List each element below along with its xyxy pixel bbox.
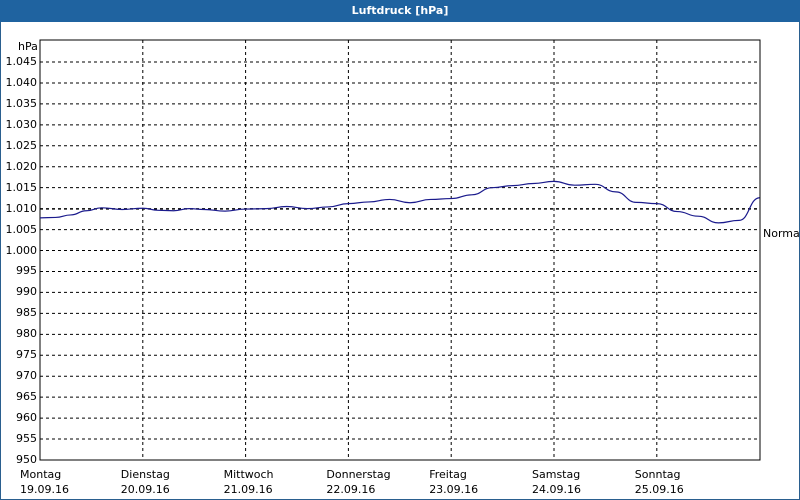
y-tick-label: 1.015 [5,180,38,194]
y-tick-label: 950 [16,453,37,466]
y-tick-label: 1.005 [5,222,38,236]
y-tick-label: 970 [16,369,37,383]
y-tick-label: 955 [16,432,37,446]
chart-title: Luftdruck [hPa] [0,0,800,22]
x-tick-label: Dienstag 20.09.16 [120,468,170,496]
y-tick-label: 1.030 [5,117,38,131]
x-tick-label: Montag 19.09.16 [20,468,69,496]
x-tick-label: Sonntag 25.09.16 [634,468,684,496]
y-tick-label: 1.020 [5,159,38,173]
normal-reference-label: Normal [763,227,800,241]
y-tick-label: 1.045 [5,55,38,68]
y-tick-label: 1.040 [5,75,38,89]
y-tick-label: 995 [16,264,37,278]
y-tick-label: 1.025 [5,138,38,152]
x-tick-label: Mittwoch 21.09.16 [223,468,274,496]
y-tick-label: 1.010 [5,201,38,215]
y-tick-label: 1.035 [5,96,38,110]
x-tick-label: Freitag 23.09.16 [429,468,479,496]
y-tick-label: 985 [16,306,37,320]
y-tick-label: 975 [16,348,37,362]
y-tick-label: 980 [16,327,37,341]
y-tick-label: 960 [16,411,37,425]
x-tick-label: Donnerstag 22.09.16 [326,468,391,496]
y-tick-label: 990 [16,285,37,299]
y-axis-unit: hPa [18,40,38,53]
y-tick-label: 1.000 [5,243,38,257]
y-tick-label: 965 [16,390,37,404]
x-tick-label: Samstag 24.09.16 [532,468,581,496]
